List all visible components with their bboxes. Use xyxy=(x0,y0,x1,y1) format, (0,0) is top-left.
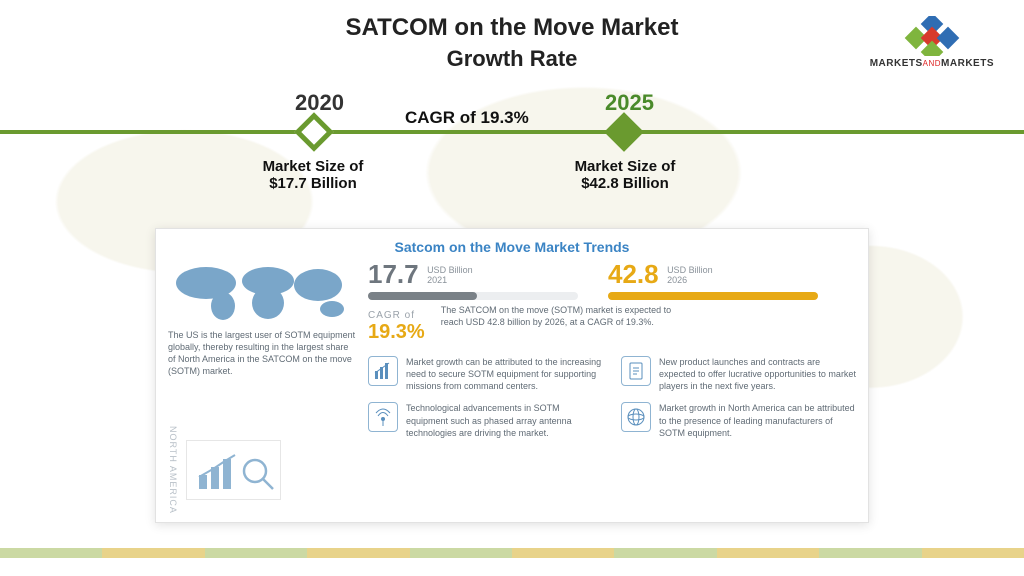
start-size-line1: Market Size of xyxy=(228,158,398,175)
left-description: The US is the largest user of SOTM equip… xyxy=(168,329,358,378)
start-year: 2020 xyxy=(295,90,344,116)
card-title: Satcom on the Move Market Trends xyxy=(168,239,856,255)
start-size-line2: $17.7 Billion xyxy=(228,175,398,192)
end-year: 2025 xyxy=(605,90,654,116)
cagr-small-label: CAGR of xyxy=(368,310,425,321)
end-market-size: Market Size of $42.8 Billion xyxy=(540,158,710,192)
cagr-value: 19.3% xyxy=(368,321,425,344)
cagr-headline: CAGR of 19.3% xyxy=(405,108,529,128)
end-size-line1: Market Size of xyxy=(540,158,710,175)
bars-icon xyxy=(368,356,398,386)
brand-logo-text: MARKETSANDMARKETS xyxy=(870,58,994,69)
na-chart-icon xyxy=(186,440,281,500)
metric-b-unit: USD Billion2026 xyxy=(667,266,713,286)
brand-text-left: MARKETS xyxy=(870,58,923,69)
trend-item: Market growth can be attributed to the i… xyxy=(368,356,603,392)
brand-text-and: AND xyxy=(923,59,941,68)
metric-a-unit: USD Billion2021 xyxy=(427,266,473,286)
trends-card: Satcom on the Move Market Trends The US … xyxy=(155,228,869,523)
start-market-size: Market Size of $17.7 Billion xyxy=(228,158,398,192)
diamond-logo-icon xyxy=(892,16,972,56)
end-size-line2: $42.8 Billion xyxy=(540,175,710,192)
card-right-column: 17.7 USD Billion2021 42.8 USD Billion202… xyxy=(368,261,856,514)
footer-stripe xyxy=(0,548,1024,558)
trend-item: New product launches and contracts are e… xyxy=(621,356,856,392)
timeline-bar xyxy=(0,130,1024,134)
doc-icon xyxy=(621,356,651,386)
metric-start: 17.7 USD Billion2021 xyxy=(368,261,578,300)
trend-grid: Market growth can be attributed to the i… xyxy=(368,356,856,439)
metric-a-value: 17.7 xyxy=(368,259,419,289)
na-label: NORTH AMERICA xyxy=(168,426,178,514)
trend-item: Technological advancements in SOTM equip… xyxy=(368,402,603,438)
metrics-row: 17.7 USD Billion2021 42.8 USD Billion202… xyxy=(368,261,856,300)
trend-item: Market growth in North America can be at… xyxy=(621,402,856,438)
brand-text-right: MARKETS xyxy=(941,58,994,69)
world-map-icon xyxy=(168,261,358,323)
brand-logo: MARKETSANDMARKETS xyxy=(870,16,994,69)
trend-text-2: Technological advancements in SOTM equip… xyxy=(406,402,603,438)
globe-icon xyxy=(621,402,651,432)
metric-b-value: 42.8 xyxy=(608,259,659,289)
card-left-column: The US is the largest user of SOTM equip… xyxy=(168,261,358,514)
antenna-icon xyxy=(368,402,398,432)
trend-text-3: Market growth in North America can be at… xyxy=(659,402,856,438)
north-america-block: NORTH AMERICA xyxy=(168,426,358,514)
trend-text-1: New product launches and contracts are e… xyxy=(659,356,856,392)
metric-b-bar xyxy=(608,292,818,300)
cagr-block: CAGR of 19.3% xyxy=(368,310,425,344)
trend-text-0: Market growth can be attributed to the i… xyxy=(406,356,603,392)
metric-end: 42.8 USD Billion2026 xyxy=(608,261,818,300)
metric-a-bar xyxy=(368,292,477,300)
cagr-description: The SATCOM on the move (SOTM) market is … xyxy=(441,304,681,328)
